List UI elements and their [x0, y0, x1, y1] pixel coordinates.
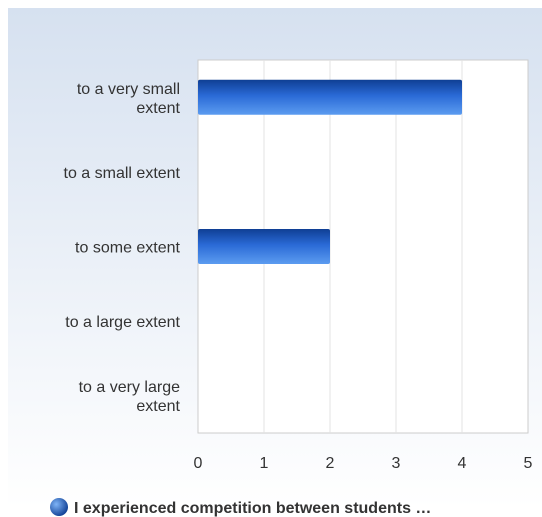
x-tick-label: 1 — [260, 455, 269, 472]
legend-marker — [50, 498, 68, 516]
legend[interactable]: I experienced competition between studen… — [50, 498, 431, 517]
bars — [198, 79, 462, 264]
bar[interactable] — [198, 229, 330, 264]
category-labels: to a very small extent to a small extent to… — [64, 81, 181, 415]
bar[interactable] — [198, 79, 462, 115]
category-label: to a large extent — [65, 314, 180, 331]
x-tick-label: 0 — [194, 455, 203, 472]
x-tick-labels: 0 1 2 3 4 5 — [194, 455, 533, 472]
category-label: to a very large extent — [79, 379, 181, 415]
x-tick-label: 4 — [458, 455, 467, 472]
x-tick-label: 5 — [524, 455, 533, 472]
legend-label: I experienced competition between studen… — [74, 500, 431, 517]
x-tick-label: 2 — [326, 455, 335, 472]
category-label: to a very small extent — [77, 81, 181, 117]
category-label: to some extent — [75, 240, 181, 257]
x-tick-label: 3 — [392, 455, 401, 472]
category-label: to a small extent — [64, 165, 181, 182]
